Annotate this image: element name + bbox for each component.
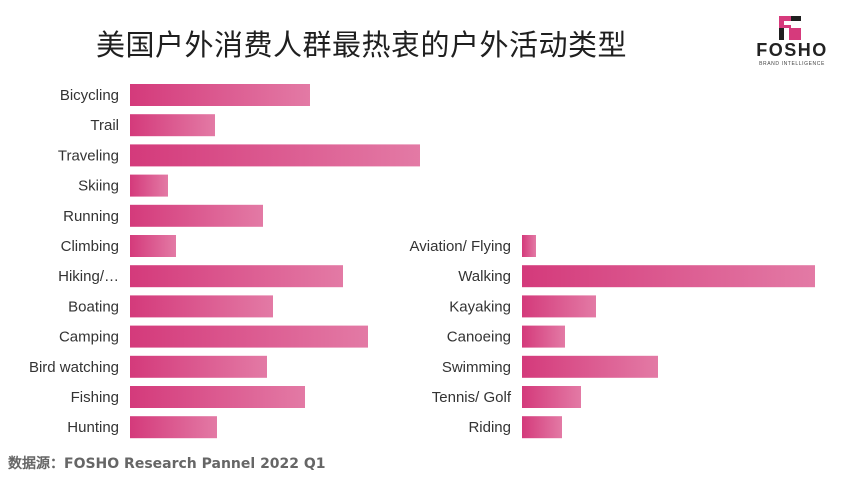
source-note: 数据源：FOSHO Research Pannel 2022 Q1 — [8, 456, 326, 472]
bar-kayaking — [522, 295, 596, 318]
category-label: Climbing — [61, 238, 119, 255]
category-label: Boating — [68, 298, 119, 315]
category-label: Traveling — [58, 147, 119, 164]
category-label: Hunting — [67, 419, 119, 436]
category-label: Bicycling — [60, 87, 119, 104]
category-label: Camping — [59, 329, 119, 346]
bar-skiing — [130, 174, 168, 197]
category-label: Running — [63, 208, 119, 225]
bar-swimming — [522, 355, 658, 378]
category-label: Aviation/ Flying — [410, 238, 511, 255]
chart-panel-left: Bicycling Trail Traveling Skiing Running Clim… — [29, 84, 420, 439]
category-label: Walking — [458, 268, 511, 285]
bar-running — [130, 204, 263, 227]
logo-tagline: BRAND INTELLIGENCE — [759, 61, 825, 67]
bar-walking — [522, 265, 815, 288]
category-label: Riding — [468, 419, 511, 436]
category-label: Trail — [90, 117, 119, 134]
bar-bicycling — [130, 84, 310, 106]
category-label: Fishing — [71, 389, 119, 406]
bar-aviation-flying — [522, 235, 536, 257]
bar-canoeing — [522, 325, 565, 348]
bar-trail — [130, 114, 215, 137]
fosho-logo-mark-icon — [779, 16, 801, 40]
bar-fishing — [130, 386, 305, 408]
bar-tennis-golf — [522, 386, 581, 408]
chart-title: 美国户外消费人群最热衷的户外活动类型 — [96, 28, 628, 62]
logo-wordmark: FOSHO — [756, 40, 828, 60]
fosho-logo: FOSHO BRAND INTELLIGENCE — [752, 16, 832, 72]
bar-traveling — [130, 144, 420, 167]
bar-bird-watching — [130, 355, 267, 378]
category-label: Swimming — [442, 359, 511, 376]
category-label: Kayaking — [449, 298, 511, 315]
category-label: Tennis/ Golf — [432, 389, 512, 406]
bar-hiking — [130, 265, 343, 288]
bar-camping — [130, 325, 368, 348]
category-label: Bird watching — [29, 359, 119, 376]
category-label: Skiing — [78, 178, 119, 195]
chart-panel-right: Aviation/ Flying Walking Kayaking Canoeing S… — [410, 235, 815, 439]
category-label: Canoeing — [447, 329, 511, 346]
category-label: Hiking/… — [58, 268, 119, 285]
bar-riding — [522, 416, 562, 439]
bar-hunting — [130, 416, 217, 439]
bar-boating — [130, 295, 273, 318]
bar-climbing — [130, 235, 176, 257]
